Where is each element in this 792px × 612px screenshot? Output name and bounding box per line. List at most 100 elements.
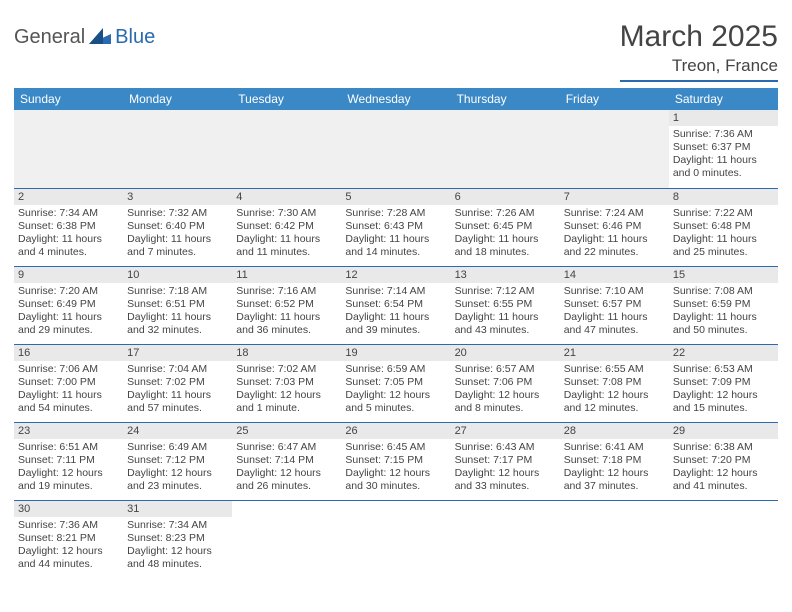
day-number: 5 (341, 189, 450, 205)
daylight-text: Daylight: 12 hours (127, 467, 228, 480)
daylight-text: Daylight: 11 hours (18, 311, 119, 324)
day-content: Sunrise: 6:53 AMSunset: 7:09 PMDaylight:… (669, 361, 778, 420)
daylight-text: Daylight: 12 hours (673, 389, 774, 402)
daylight-text: Daylight: 11 hours (345, 233, 446, 246)
day-content: Sunrise: 6:59 AMSunset: 7:05 PMDaylight:… (341, 361, 450, 420)
daylight-text: and 7 minutes. (127, 246, 228, 259)
logo-text-blue: Blue (115, 26, 155, 49)
sunset-text: Sunset: 8:23 PM (127, 532, 228, 545)
day-number: 10 (123, 267, 232, 283)
blank-cell (232, 110, 341, 188)
sunrise-text: Sunrise: 6:49 AM (127, 441, 228, 454)
sunrise-text: Sunrise: 7:22 AM (673, 207, 774, 220)
day-number: 24 (123, 423, 232, 439)
day-cell: 8Sunrise: 7:22 AMSunset: 6:48 PMDaylight… (669, 188, 778, 266)
sunset-text: Sunset: 7:15 PM (345, 454, 446, 467)
sunset-text: Sunset: 7:03 PM (236, 376, 337, 389)
sunset-text: Sunset: 7:06 PM (455, 376, 556, 389)
sunset-text: Sunset: 6:54 PM (345, 298, 446, 311)
day-content: Sunrise: 6:38 AMSunset: 7:20 PMDaylight:… (669, 439, 778, 498)
daylight-text: and 29 minutes. (18, 324, 119, 337)
sunrise-text: Sunrise: 7:10 AM (564, 285, 665, 298)
day-content: Sunrise: 7:34 AMSunset: 8:23 PMDaylight:… (123, 517, 232, 576)
sunset-text: Sunset: 6:59 PM (673, 298, 774, 311)
day-number: 15 (669, 267, 778, 283)
day-content: Sunrise: 7:36 AM Sunset: 6:37 PM Dayligh… (669, 126, 778, 185)
day-content: Sunrise: 7:36 AMSunset: 8:21 PMDaylight:… (14, 517, 123, 576)
sunset-text: Sunset: 7:08 PM (564, 376, 665, 389)
sunset-text: Sunset: 7:11 PM (18, 454, 119, 467)
daylight-text: Daylight: 11 hours (127, 389, 228, 402)
daylight-text: and 47 minutes. (564, 324, 665, 337)
daylight-text: Daylight: 12 hours (673, 467, 774, 480)
sunrise-text: Sunrise: 7:32 AM (127, 207, 228, 220)
day-number: 31 (123, 501, 232, 517)
day-cell: 13Sunrise: 7:12 AMSunset: 6:55 PMDayligh… (451, 266, 560, 344)
day-cell: 24Sunrise: 6:49 AMSunset: 7:12 PMDayligh… (123, 422, 232, 500)
daylight-text: Daylight: 11 hours (236, 311, 337, 324)
day-content: Sunrise: 7:10 AMSunset: 6:57 PMDaylight:… (560, 283, 669, 342)
sunset-text: Sunset: 6:45 PM (455, 220, 556, 233)
day-number: 29 (669, 423, 778, 439)
day-number: 18 (232, 345, 341, 361)
daylight-text: and 18 minutes. (455, 246, 556, 259)
daylight-text: and 48 minutes. (127, 558, 228, 571)
sunset-text: Sunset: 7:05 PM (345, 376, 446, 389)
blank-cell (341, 110, 450, 188)
sunset-text: Sunset: 7:20 PM (673, 454, 774, 467)
sunset-text: Sunset: 6:55 PM (455, 298, 556, 311)
blank-cell (232, 500, 341, 578)
sunrise-text: Sunrise: 7:02 AM (236, 363, 337, 376)
day-number: 4 (232, 189, 341, 205)
day-number: 21 (560, 345, 669, 361)
week-row: 9Sunrise: 7:20 AMSunset: 6:49 PMDaylight… (14, 266, 778, 344)
daylight-text: Daylight: 12 hours (18, 545, 119, 558)
day-number: 28 (560, 423, 669, 439)
week-row: 30Sunrise: 7:36 AMSunset: 8:21 PMDayligh… (14, 500, 778, 578)
day-number: 19 (341, 345, 450, 361)
sunset-text: Sunset: 7:00 PM (18, 376, 119, 389)
day-content: Sunrise: 7:22 AMSunset: 6:48 PMDaylight:… (669, 205, 778, 264)
day-number: 30 (14, 501, 123, 517)
location: Treon, France (620, 56, 778, 76)
daylight-text: and 14 minutes. (345, 246, 446, 259)
sunset-text: Sunset: 6:48 PM (673, 220, 774, 233)
sunrise-text: Sunrise: 6:57 AM (455, 363, 556, 376)
weekday-tuesday: Tuesday (232, 88, 341, 110)
day-number: 16 (14, 345, 123, 361)
sunrise-text: Sunrise: 7:08 AM (673, 285, 774, 298)
sunrise-text: Sunrise: 6:45 AM (345, 441, 446, 454)
day-cell: 25Sunrise: 6:47 AMSunset: 7:14 PMDayligh… (232, 422, 341, 500)
calendar-table: Sunday Monday Tuesday Wednesday Thursday… (14, 88, 778, 578)
blank-cell (560, 110, 669, 188)
day-cell: 30Sunrise: 7:36 AMSunset: 8:21 PMDayligh… (14, 500, 123, 578)
sunset-text: Sunset: 6:49 PM (18, 298, 119, 311)
sunrise-text: Sunrise: 7:20 AM (18, 285, 119, 298)
sunrise-text: Sunrise: 7:36 AM (673, 128, 774, 141)
day-content: Sunrise: 7:02 AMSunset: 7:03 PMDaylight:… (232, 361, 341, 420)
day-content: Sunrise: 6:51 AMSunset: 7:11 PMDaylight:… (14, 439, 123, 498)
day-content: Sunrise: 7:28 AMSunset: 6:43 PMDaylight:… (341, 205, 450, 264)
day-cell: 7Sunrise: 7:24 AMSunset: 6:46 PMDaylight… (560, 188, 669, 266)
weekday-sunday: Sunday (14, 88, 123, 110)
daylight-text: and 30 minutes. (345, 480, 446, 493)
sunrise-text: Sunrise: 7:06 AM (18, 363, 119, 376)
weekday-header-row: Sunday Monday Tuesday Wednesday Thursday… (14, 88, 778, 110)
daylight-text: Daylight: 12 hours (455, 389, 556, 402)
day-content: Sunrise: 6:45 AMSunset: 7:15 PMDaylight:… (341, 439, 450, 498)
daylight-text: and 57 minutes. (127, 402, 228, 415)
daylight-text: Daylight: 12 hours (18, 467, 119, 480)
daylight-text: and 32 minutes. (127, 324, 228, 337)
daylight-text: and 25 minutes. (673, 246, 774, 259)
day-number: 12 (341, 267, 450, 283)
sunset-text: Sunset: 6:37 PM (673, 141, 774, 154)
daylight-text: and 36 minutes. (236, 324, 337, 337)
sunrise-text: Sunrise: 7:34 AM (127, 519, 228, 532)
day-number: 6 (451, 189, 560, 205)
day-content: Sunrise: 6:55 AMSunset: 7:08 PMDaylight:… (560, 361, 669, 420)
daylight-text: and 23 minutes. (127, 480, 228, 493)
sunrise-text: Sunrise: 6:55 AM (564, 363, 665, 376)
blank-cell (451, 500, 560, 578)
daylight-text: and 11 minutes. (236, 246, 337, 259)
daylight-text: and 19 minutes. (18, 480, 119, 493)
